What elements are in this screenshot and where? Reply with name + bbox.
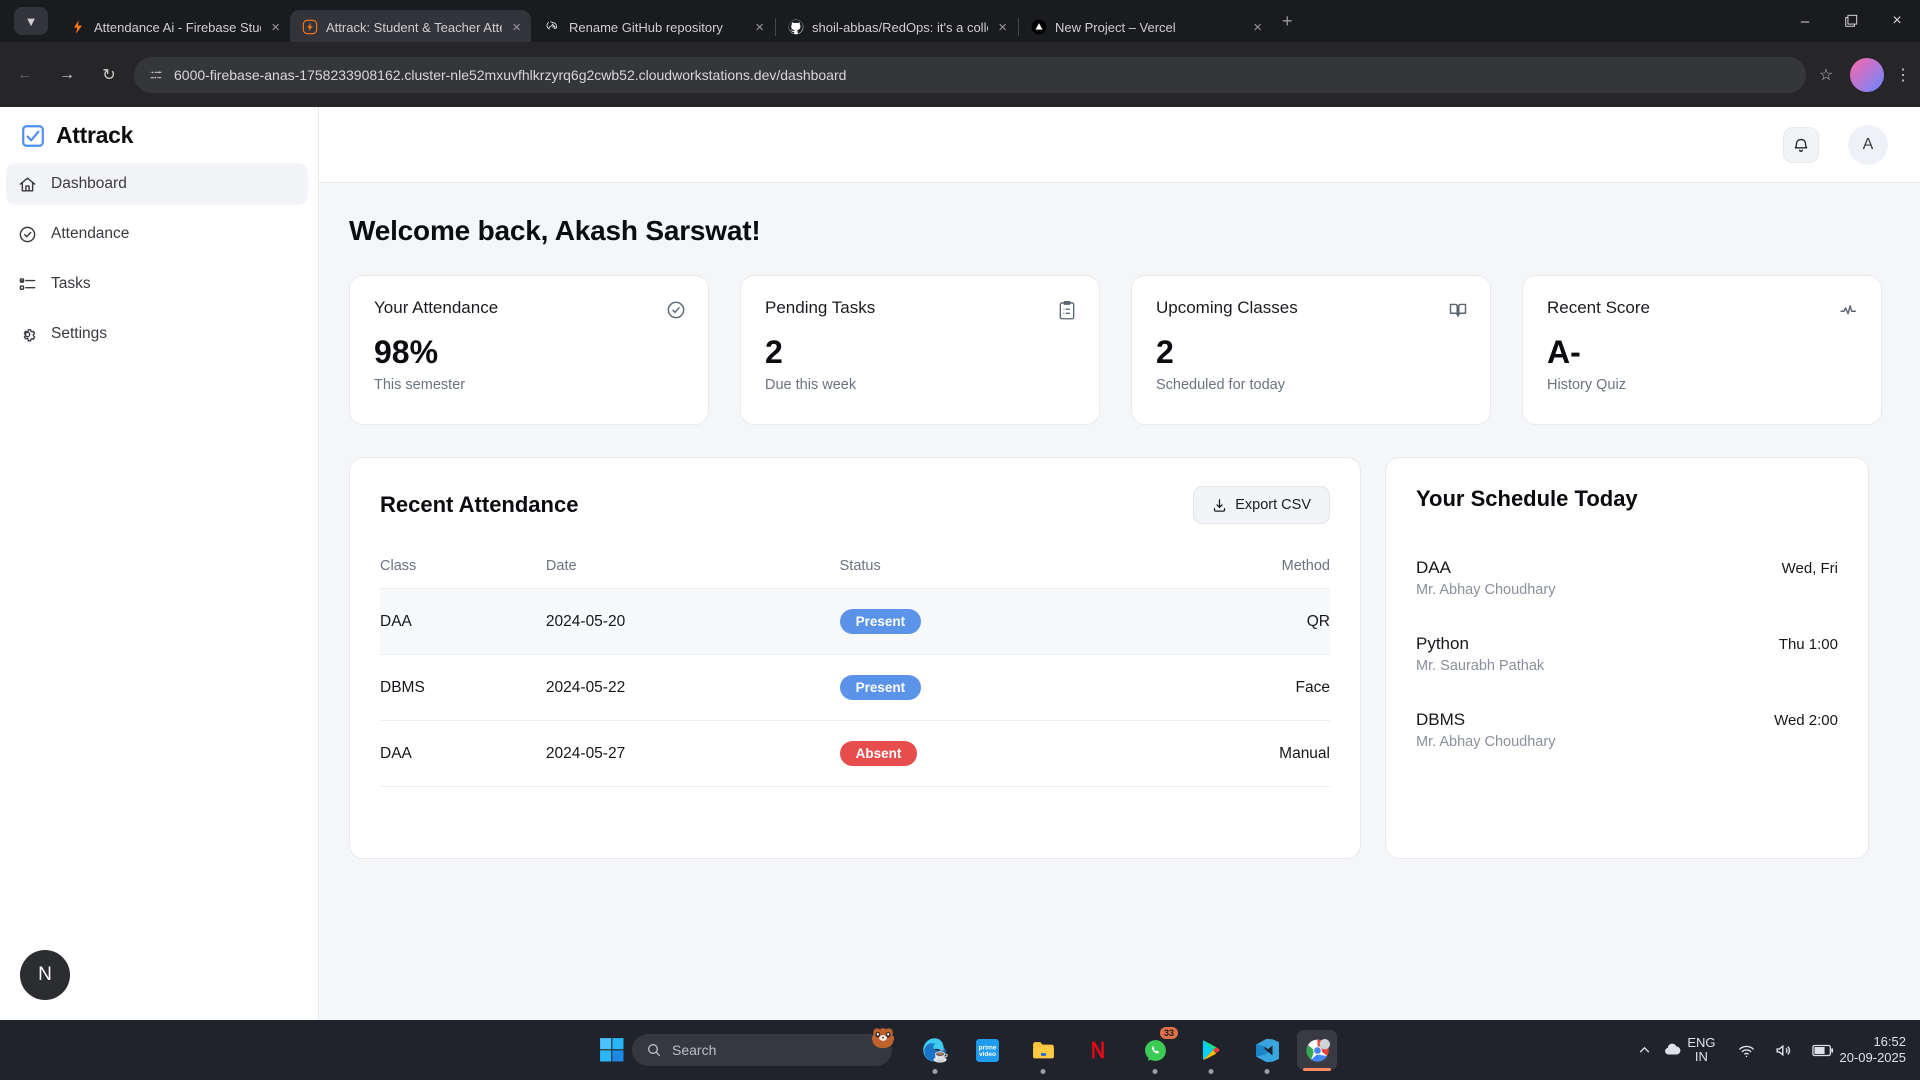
svg-text:video: video [978,1051,995,1058]
